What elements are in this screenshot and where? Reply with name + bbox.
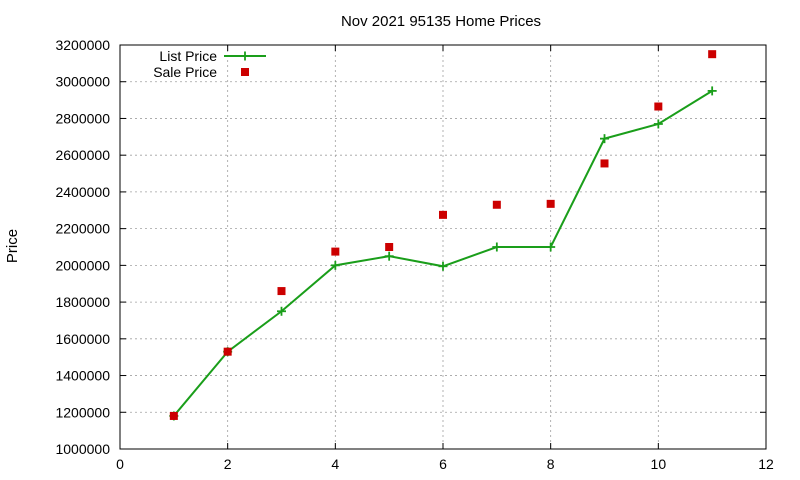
y-tick-label: 1200000 — [55, 404, 110, 420]
data-point — [438, 261, 448, 271]
y-tick-label: 1000000 — [55, 441, 110, 457]
data-point — [277, 306, 286, 316]
data-point — [708, 50, 717, 59]
series-layer — [169, 50, 717, 421]
plot-frame — [119, 44, 767, 450]
y-tick-label: 2800000 — [55, 110, 110, 126]
data-point — [546, 199, 555, 208]
data-point — [654, 102, 663, 111]
legend-marker — [241, 68, 249, 76]
data-point — [384, 251, 394, 261]
legend-marker — [240, 51, 250, 61]
data-point — [277, 287, 286, 296]
data-point — [439, 210, 447, 219]
data-point — [223, 347, 232, 356]
data-point — [492, 200, 501, 209]
axis-ticks: 1000000 1200000 1400000 1600000 1800000 20000… — [55, 37, 774, 472]
legend-item: List Price — [159, 48, 266, 64]
data-point — [653, 119, 663, 129]
data-point — [330, 260, 340, 270]
y-tick-label: 2200000 — [55, 221, 110, 237]
y-tick-label: 1800000 — [55, 294, 110, 310]
chart-title: Nov 2021 95135 Home Prices — [341, 13, 541, 30]
x-tick-label: 8 — [547, 456, 555, 472]
x-tick-label: 4 — [331, 456, 339, 472]
grid-lines — [120, 45, 766, 449]
data-point — [600, 134, 609, 144]
data-point — [169, 411, 178, 420]
x-tick-label: 2 — [224, 456, 232, 472]
y-tick-label: 1600000 — [55, 331, 110, 347]
y-tick-label: 1400000 — [55, 368, 110, 384]
y-tick-label: 3000000 — [55, 74, 110, 90]
data-point — [492, 242, 502, 252]
data-point — [331, 247, 340, 256]
y-tick-label: 2600000 — [55, 147, 110, 163]
series-1 — [169, 50, 717, 420]
y-tick-label: 2400000 — [55, 184, 110, 200]
y-tick-label: 3200000 — [55, 37, 110, 53]
legend-label: List Price — [159, 48, 217, 64]
data-point — [707, 86, 717, 96]
data-point — [385, 243, 394, 251]
x-tick-label: 12 — [758, 456, 774, 472]
x-tick-label: 6 — [439, 456, 447, 472]
y-axis-label: Price — [4, 229, 21, 263]
x-tick-label: 10 — [651, 456, 667, 472]
data-point — [600, 159, 609, 168]
legend-item: Sale Price — [153, 64, 249, 80]
series-line — [173, 90, 713, 417]
y-tick-label: 2000000 — [55, 257, 110, 273]
legend-label: Sale Price — [153, 64, 217, 80]
x-tick-label: 0 — [116, 456, 124, 472]
data-point — [546, 242, 556, 252]
